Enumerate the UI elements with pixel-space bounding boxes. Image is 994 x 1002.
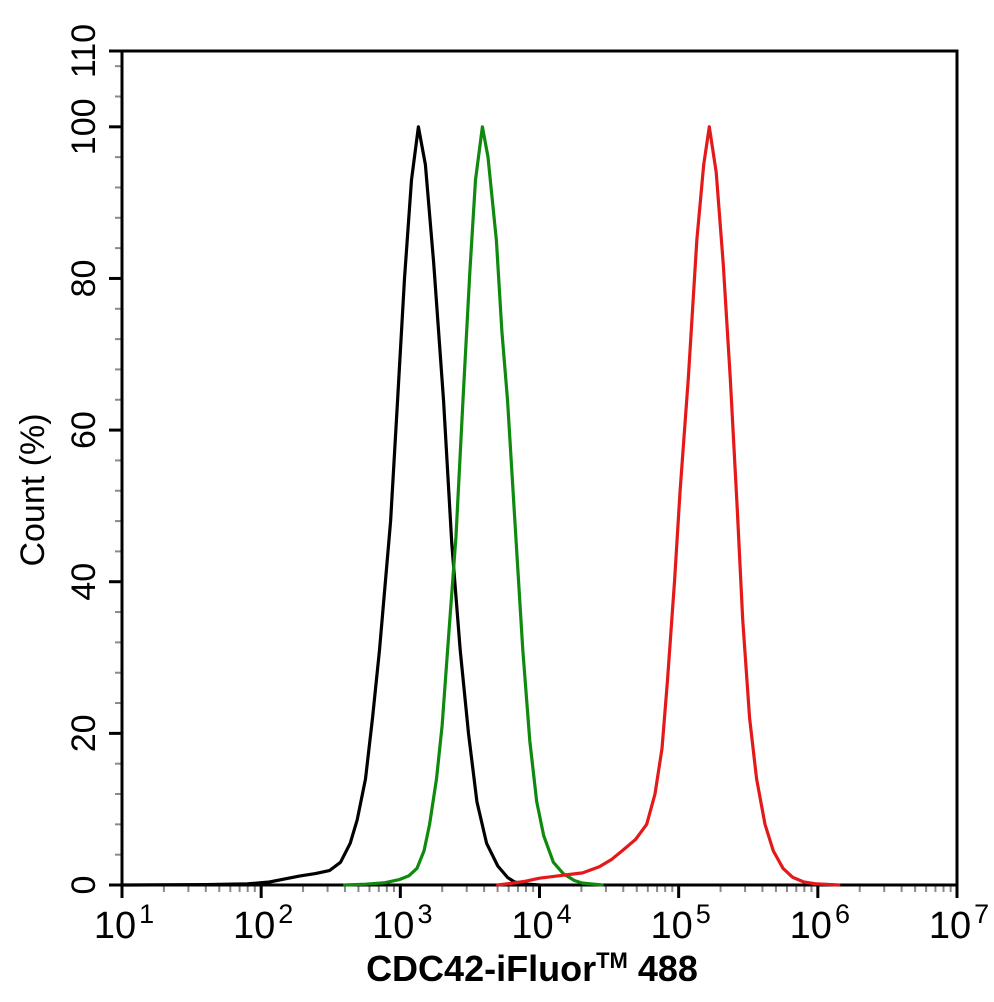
x-tick-label: 10 6	[790, 899, 850, 947]
trademark-superscript: TM	[596, 948, 628, 973]
y-tick-label: 60	[65, 411, 103, 449]
x-tick-label: 10 4	[511, 899, 571, 947]
y-tick-label: 100	[65, 98, 103, 155]
histogram-red-curve	[496, 125, 841, 887]
x-tick-label: 10 3	[372, 899, 432, 947]
x-tick-label: 10 2	[233, 899, 293, 947]
axis-ticks	[109, 49, 959, 898]
histogram-curves	[120, 125, 841, 887]
y-tick-label: 40	[65, 563, 103, 601]
x-axis-title: CDC42-iFluorTM 488	[366, 948, 698, 989]
x-axis-title-tail: 488	[628, 948, 698, 989]
y-tick-label: 0	[65, 876, 103, 895]
y-tick-label: 80	[65, 260, 103, 298]
histogram-green-curve	[343, 125, 604, 887]
histogram-black-curve	[120, 125, 542, 887]
x-tick-label: 10 7	[929, 899, 989, 947]
x-tick-label: 10 1	[94, 899, 154, 947]
x-tick-label: 10 5	[651, 899, 711, 947]
plot-frame	[120, 49, 959, 887]
y-tick-label: 110	[65, 24, 103, 78]
y-axis-title: Count (%)	[14, 413, 52, 566]
axis-tick-labels: 0 20 40 60 80 100 110 10 1 10 2 10 3 10 4 10 5 10 6 10 7	[65, 24, 989, 947]
x-axis-title-main: CDC42-iFluor	[366, 948, 596, 989]
y-tick-label: 20	[65, 714, 103, 752]
